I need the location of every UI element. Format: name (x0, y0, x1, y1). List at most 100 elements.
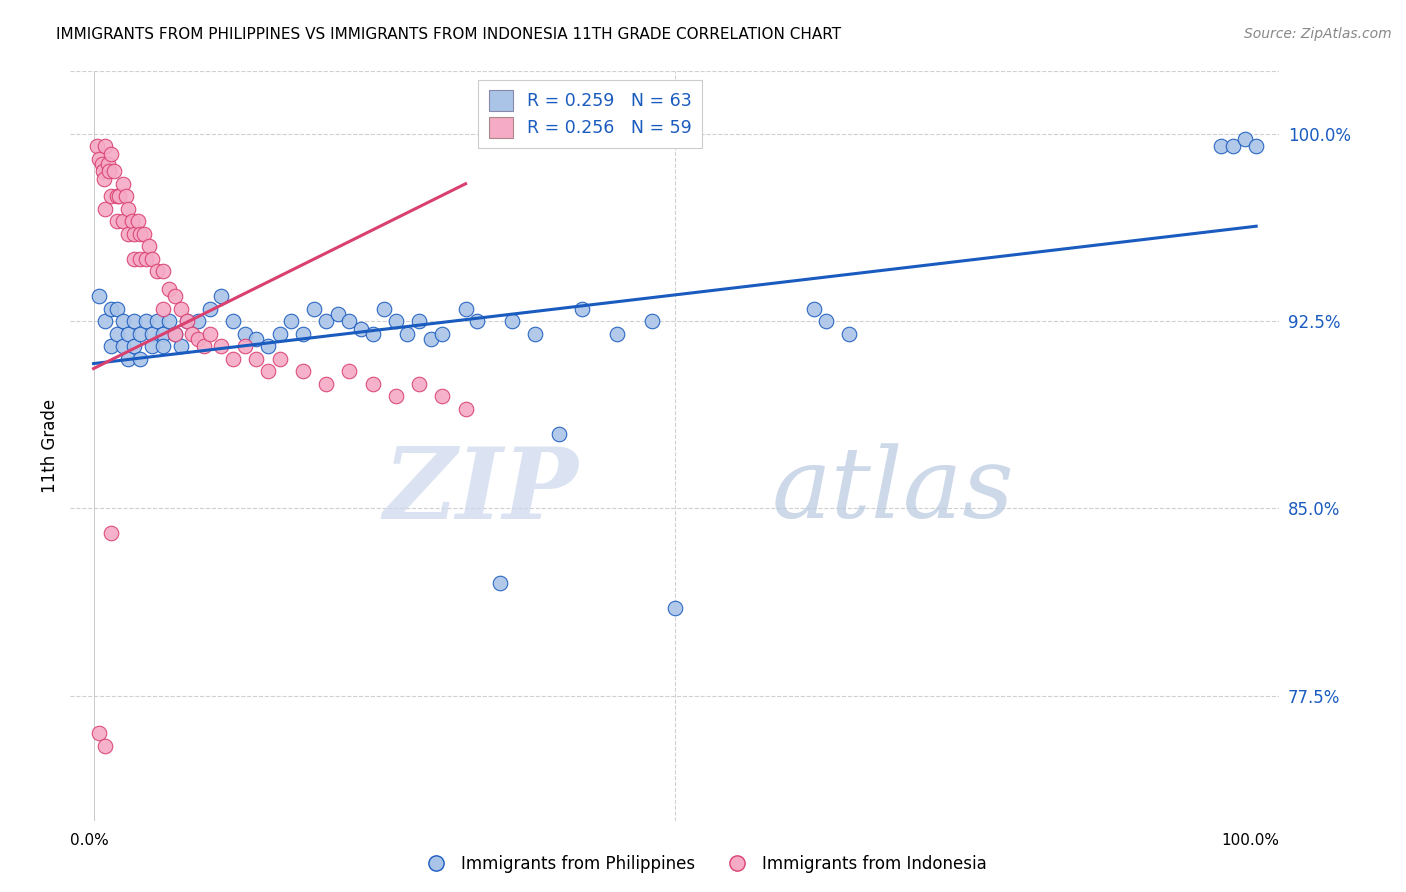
Point (105, 214, 128, 228)
Point (100, 189, 122, 203)
Point (432, 389, 454, 403)
Point (1244, 139, 1267, 153)
Point (245, 332, 267, 346)
Text: 0.0%: 0.0% (70, 833, 110, 848)
Point (170, 301, 193, 316)
Text: 100.0%: 100.0% (1222, 833, 1279, 848)
Point (122, 227, 145, 241)
Point (163, 326, 186, 341)
Point (94, 139, 117, 153)
Point (257, 339, 280, 353)
Point (86, 139, 108, 153)
Point (187, 314, 209, 328)
Point (122, 314, 145, 328)
Point (157, 314, 180, 328)
Point (547, 426, 569, 441)
Point (152, 326, 174, 341)
Point (198, 301, 221, 316)
Point (408, 314, 430, 328)
Point (222, 351, 245, 366)
Point (96, 157, 118, 171)
Point (163, 326, 186, 341)
Text: IMMIGRANTS FROM PHILIPPINES VS IMMIGRANTS FROM INDONESIA 11TH GRADE CORRELATION : IMMIGRANTS FROM PHILIPPINES VS IMMIGRANT… (56, 27, 841, 42)
Point (361, 326, 384, 341)
Point (1211, 139, 1233, 153)
Point (138, 239, 160, 253)
Point (193, 339, 215, 353)
Point (501, 314, 523, 328)
Point (152, 264, 174, 278)
Point (129, 326, 152, 341)
Point (129, 227, 152, 241)
Point (127, 214, 149, 228)
Point (187, 332, 209, 346)
Point (111, 339, 134, 353)
Point (454, 301, 477, 316)
Point (337, 314, 360, 328)
Point (115, 189, 138, 203)
Point (117, 202, 139, 216)
Point (94, 202, 117, 216)
Point (89, 726, 111, 740)
Point (280, 314, 302, 328)
Point (606, 326, 628, 341)
Point (198, 326, 221, 341)
Point (465, 314, 488, 328)
Point (432, 326, 454, 341)
Point (838, 326, 860, 341)
Point (117, 326, 139, 341)
Point (337, 364, 360, 378)
Point (132, 227, 155, 241)
Point (291, 326, 314, 341)
Point (170, 339, 193, 353)
Point (385, 314, 408, 328)
Point (233, 339, 256, 353)
Point (269, 351, 291, 366)
Point (89, 152, 111, 166)
Y-axis label: 11th Grade: 11th Grade (41, 399, 59, 493)
Point (117, 351, 139, 366)
Point (664, 601, 686, 615)
Point (91, 164, 114, 178)
Point (152, 301, 174, 316)
Text: Source: ZipAtlas.com: Source: ZipAtlas.com (1244, 27, 1392, 41)
Point (211, 339, 233, 353)
Point (103, 164, 125, 178)
Point (245, 351, 267, 366)
Point (176, 314, 198, 328)
Point (815, 314, 838, 328)
Point (211, 289, 233, 303)
Text: atlas: atlas (772, 443, 1014, 539)
Point (157, 282, 180, 296)
Point (93, 171, 115, 186)
Point (111, 177, 134, 191)
Point (571, 301, 593, 316)
Point (315, 376, 337, 391)
Point (100, 146, 122, 161)
Point (90, 157, 112, 171)
Point (1233, 132, 1256, 146)
Point (111, 214, 134, 228)
Point (269, 326, 291, 341)
Point (105, 301, 128, 316)
Point (100, 301, 122, 316)
Point (396, 326, 419, 341)
Point (163, 289, 186, 303)
Point (803, 301, 825, 316)
Point (141, 339, 163, 353)
Text: ZIP: ZIP (384, 442, 578, 539)
Point (385, 389, 408, 403)
Point (152, 339, 174, 353)
Legend: R = 0.259   N = 63, R = 0.256   N = 59: R = 0.259 N = 63, R = 0.256 N = 59 (478, 80, 702, 148)
Point (1222, 139, 1244, 153)
Point (350, 321, 373, 335)
Point (176, 314, 198, 328)
Point (129, 252, 152, 266)
Point (291, 364, 314, 378)
Point (105, 326, 128, 341)
Point (111, 314, 134, 328)
Point (141, 252, 163, 266)
Point (222, 314, 245, 328)
Point (135, 314, 157, 328)
Point (129, 351, 152, 366)
